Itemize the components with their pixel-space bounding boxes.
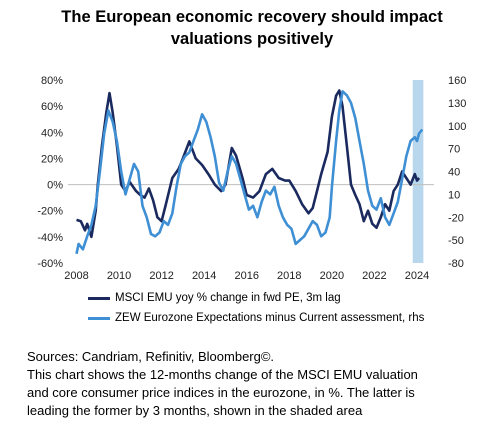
left-tick-label: 40% [41, 127, 63, 139]
x-tick-label: 2008 [64, 270, 88, 282]
title-line-2: valuations positively [170, 30, 334, 48]
x-tick-label: 2018 [277, 270, 301, 282]
legend-item-zew: ZEW Eurozone Expectations minus Current … [88, 308, 424, 328]
right-tick-label: 130 [448, 98, 466, 110]
legend-label-zew: ZEW Eurozone Expectations minus Current … [115, 312, 425, 324]
chart-plot: 80% 60% 40% 20% 0% -20% -40% -60% 160 130 100 70 40 1… [37, 75, 466, 282]
legend-swatch-pe [88, 296, 110, 300]
x-tick-label: 2020 [320, 270, 344, 282]
left-tick-label: -60% [37, 258, 63, 270]
right-tick-label: 40 [448, 167, 460, 179]
left-tick-label: 0% [47, 180, 63, 192]
note-line-1: This chart shows the 12-months change of… [27, 367, 418, 382]
legend: MSCI EMU yoy % change in fwd PE, 3m lag … [88, 288, 424, 328]
left-tick-label: -40% [37, 232, 63, 244]
legend-swatch-zew [88, 316, 110, 320]
x-tick-label: 2022 [362, 270, 386, 282]
x-tick-label: 2010 [107, 270, 131, 282]
right-tick-label: 100 [448, 121, 466, 133]
note-line-2: and core consumer price indices in the e… [27, 385, 415, 400]
x-tick-label: 2014 [192, 270, 216, 282]
right-tick-label: 70 [448, 144, 460, 156]
series-line-msci-pe [76, 89, 421, 239]
series-line-zew [75, 90, 424, 255]
legend-label-pe: MSCI EMU yoy % change in fwd PE, 3m lag [115, 292, 341, 304]
left-tick-label: 80% [41, 75, 63, 87]
right-tick-label: -80 [448, 258, 464, 270]
sources-text: Sources: Candriam, Refinitiv, Bloomberg©… [27, 349, 275, 364]
chart-note: Sources: Candriam, Refinitiv, Bloomberg©… [27, 348, 497, 420]
right-tick-label: -50 [448, 235, 464, 247]
note-line-3: leading the former by 3 months, shown in… [27, 403, 363, 418]
title-line-1: The European economic recovery should im… [61, 8, 443, 26]
legend-item-pe: MSCI EMU yoy % change in fwd PE, 3m lag [88, 288, 424, 308]
shaded-lead-region [412, 80, 424, 263]
left-tick-label: 60% [41, 101, 63, 113]
x-tick-label: 2016 [235, 270, 259, 282]
left-tick-label: 20% [41, 153, 63, 165]
left-tick-label: -20% [37, 206, 63, 218]
right-tick-label: 10 [448, 189, 460, 201]
x-tick-label: 2024 [405, 270, 429, 282]
x-tick-label: 2012 [149, 270, 173, 282]
right-tick-label: -20 [448, 212, 464, 224]
chart-title: The European economic recovery should im… [0, 6, 504, 50]
right-tick-label: 160 [448, 75, 466, 87]
